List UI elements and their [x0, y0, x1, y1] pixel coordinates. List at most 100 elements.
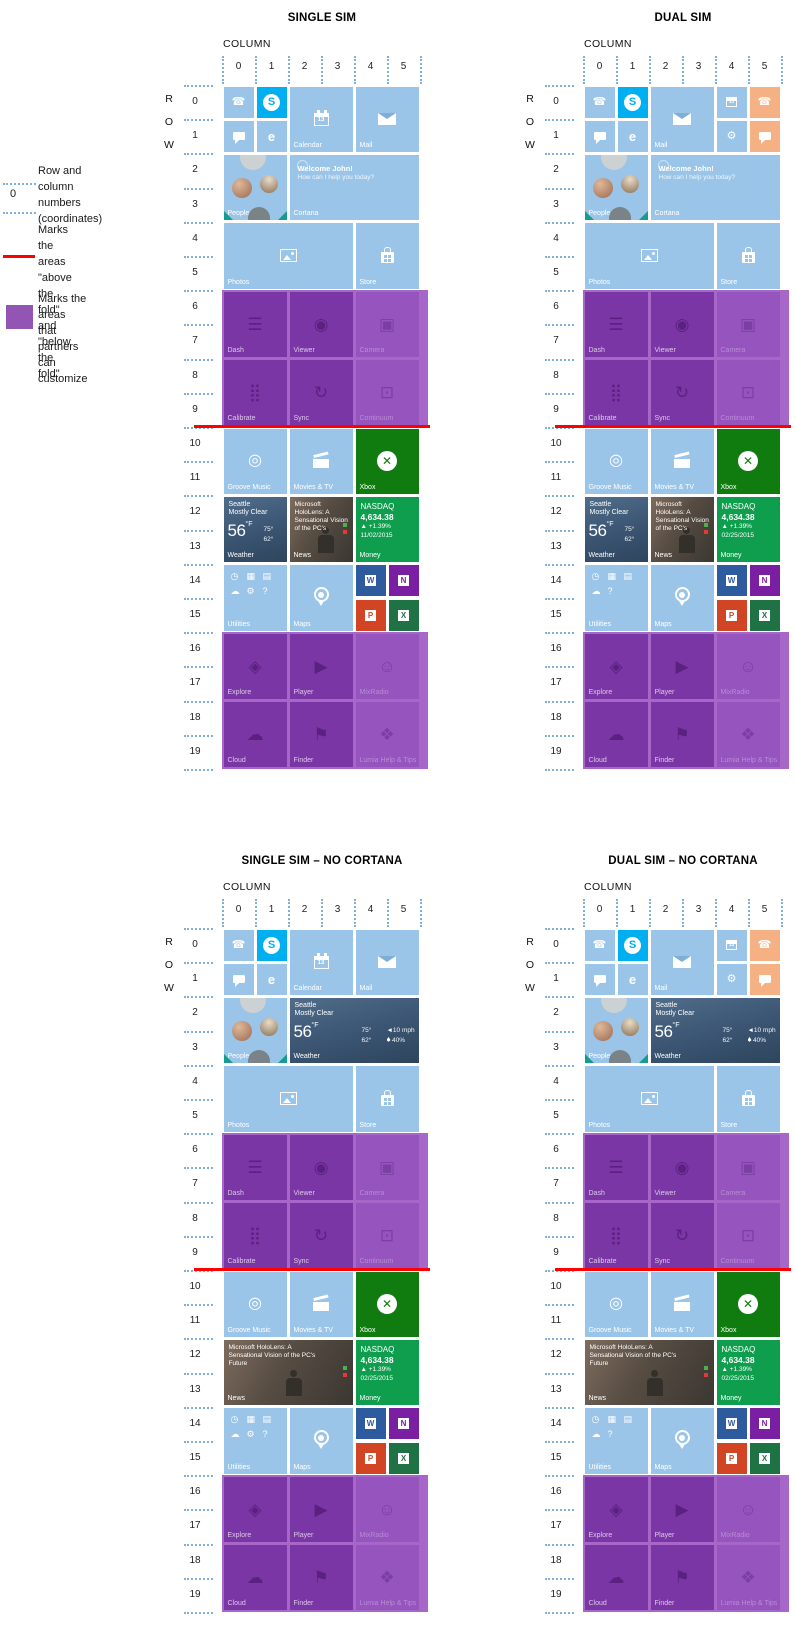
people-tile[interactable]: People: [223, 997, 287, 1064]
excel-tile[interactable]: X: [388, 599, 419, 631]
xbox-tile[interactable]: Xbox: [355, 1271, 419, 1337]
continuum-tile[interactable]: ⊡ Continuum: [355, 360, 419, 426]
photos-tile[interactable]: Photos: [584, 1066, 714, 1132]
edge-tile[interactable]: e: [256, 963, 287, 995]
player-tile[interactable]: ▶ Player: [289, 1476, 353, 1543]
people-tile[interactable]: People: [223, 154, 287, 221]
finder-tile[interactable]: ⚑ Finder: [650, 1545, 714, 1611]
finder-tile[interactable]: ⚑ Finder: [289, 1545, 353, 1611]
calendar-small-tile[interactable]: 13: [716, 86, 747, 118]
viewer-tile[interactable]: ◉ Viewer: [650, 1134, 714, 1201]
cortana-tile[interactable]: Welcome John! How can I help you today? Co…: [289, 154, 419, 221]
photos-tile[interactable]: Photos: [223, 1066, 353, 1132]
people-tile[interactable]: People: [584, 997, 648, 1064]
sync-tile[interactable]: ↻ Sync: [289, 360, 353, 426]
weather-tile[interactable]: Seattle Mostly Clear 56°F 75° 62° Weather: [223, 496, 287, 563]
explore-tile[interactable]: ◈ Explore: [223, 1476, 287, 1543]
people-tile[interactable]: People: [584, 154, 648, 221]
utilities-tile[interactable]: ◷ ▦ ▤ ☁ ⚙? Utilities: [223, 1408, 287, 1474]
mixradio-tile[interactable]: ☺ MixRadio: [716, 1476, 780, 1543]
photos-tile[interactable]: Photos: [584, 223, 714, 289]
weather-tile[interactable]: Seattle Mostly Clear 56°F 75° 62° Weather: [584, 496, 648, 563]
cortana-tile[interactable]: Welcome John! How can I help you today? Co…: [650, 154, 780, 221]
onenote-tile[interactable]: N: [749, 1408, 780, 1440]
lumia-help-tile[interactable]: ❖ Lumia Help & Tips: [355, 702, 419, 768]
dash-tile[interactable]: ☰ Dash: [223, 291, 287, 358]
mail-tile[interactable]: Mail: [650, 86, 714, 152]
continuum-tile[interactable]: ⊡ Continuum: [716, 360, 780, 426]
sync-tile[interactable]: ↻ Sync: [289, 1203, 353, 1269]
lumia-help-tile[interactable]: ❖ Lumia Help & Tips: [716, 702, 780, 768]
messaging-sim2-tile[interactable]: [749, 120, 780, 152]
maps-tile[interactable]: Maps: [289, 1408, 353, 1474]
powerpoint-tile[interactable]: P: [716, 599, 747, 631]
skype-tile[interactable]: S: [617, 86, 648, 118]
phone-tile[interactable]: ☎: [584, 929, 615, 961]
onenote-tile[interactable]: N: [749, 565, 780, 597]
camera-tile[interactable]: ▣ Camera: [716, 291, 780, 358]
viewer-tile[interactable]: ◉ Viewer: [289, 1134, 353, 1201]
store-tile[interactable]: Store: [355, 223, 419, 289]
lumia-help-tile[interactable]: ❖ Lumia Help & Tips: [716, 1545, 780, 1611]
player-tile[interactable]: ▶ Player: [289, 633, 353, 700]
money-tile[interactable]: NASDAQ 4,634.38 ▲ +1.39% 02/25/2015 Money: [716, 1339, 780, 1406]
edge-tile[interactable]: e: [617, 963, 648, 995]
mixradio-tile[interactable]: ☺ MixRadio: [355, 1476, 419, 1543]
sync-tile[interactable]: ↻ Sync: [650, 360, 714, 426]
weather-wide-tile[interactable]: Seattle Mostly Clear 56°F 75° 62° ◄10 mph 40% W…: [650, 997, 780, 1064]
store-tile[interactable]: Store: [716, 223, 780, 289]
xbox-tile[interactable]: Xbox: [716, 1271, 780, 1337]
news-wide-tile[interactable]: Microsoft HoloLens: A Sensational Vision…: [223, 1339, 353, 1406]
sync-tile[interactable]: ↻ Sync: [650, 1203, 714, 1269]
money-tile[interactable]: NASDAQ 4,634.38 ▲ +1.39% 02/25/2015 Money: [355, 1339, 419, 1406]
money-tile[interactable]: NASDAQ 4,634.38 ▲ +1.39% 11/02/2015 Money: [355, 496, 419, 563]
phone-tile[interactable]: ☎: [223, 86, 254, 118]
dash-tile[interactable]: ☰ Dash: [584, 1134, 648, 1201]
mail-tile[interactable]: Mail: [650, 929, 714, 995]
mail-tile[interactable]: Mail: [355, 86, 419, 152]
groove-music-tile[interactable]: ◎ Groove Music: [584, 428, 648, 494]
calibrate-tile[interactable]: ⣿ Calibrate: [584, 360, 648, 426]
xbox-tile[interactable]: Xbox: [355, 428, 419, 494]
edge-tile[interactable]: e: [617, 120, 648, 152]
cloud-tile[interactable]: ☁ Cloud: [584, 702, 648, 768]
powerpoint-tile[interactable]: P: [716, 1442, 747, 1474]
excel-tile[interactable]: X: [749, 599, 780, 631]
messaging-tile[interactable]: [223, 963, 254, 995]
onenote-tile[interactable]: N: [388, 1408, 419, 1440]
continuum-tile[interactable]: ⊡ Continuum: [716, 1203, 780, 1269]
maps-tile[interactable]: Maps: [289, 565, 353, 631]
player-tile[interactable]: ▶ Player: [650, 633, 714, 700]
excel-tile[interactable]: X: [749, 1442, 780, 1474]
cloud-tile[interactable]: ☁ Cloud: [223, 702, 287, 768]
messaging-tile[interactable]: [584, 120, 615, 152]
powerpoint-tile[interactable]: P: [355, 1442, 386, 1474]
settings-tile[interactable]: ⚙: [716, 963, 747, 995]
explore-tile[interactable]: ◈ Explore: [584, 1476, 648, 1543]
movies-tv-tile[interactable]: Movies & TV: [650, 1271, 714, 1337]
dash-tile[interactable]: ☰ Dash: [223, 1134, 287, 1201]
cloud-tile[interactable]: ☁ Cloud: [223, 1545, 287, 1611]
weather-wide-tile[interactable]: Seattle Mostly Clear 56°F 75° 62° ◄10 mph 40% W…: [289, 997, 419, 1064]
calendar-small-tile[interactable]: 13: [716, 929, 747, 961]
camera-tile[interactable]: ▣ Camera: [355, 1134, 419, 1201]
cloud-tile[interactable]: ☁ Cloud: [584, 1545, 648, 1611]
phone-tile[interactable]: ☎: [223, 929, 254, 961]
phone-sim2-tile[interactable]: ☎: [749, 86, 780, 118]
onenote-tile[interactable]: N: [388, 565, 419, 597]
edge-tile[interactable]: e: [256, 120, 287, 152]
phone-tile[interactable]: ☎: [584, 86, 615, 118]
news-tile[interactable]: Microsoft HoloLens: A Sensational Vision…: [289, 496, 353, 563]
camera-tile[interactable]: ▣ Camera: [355, 291, 419, 358]
mail-tile[interactable]: Mail: [355, 929, 419, 995]
messaging-tile[interactable]: [223, 120, 254, 152]
camera-tile[interactable]: ▣ Camera: [716, 1134, 780, 1201]
calibrate-tile[interactable]: ⣿ Calibrate: [223, 360, 287, 426]
money-tile[interactable]: NASDAQ 4,634.38 ▲ +1.39% 02/25/2015 Money: [716, 496, 780, 563]
phone-sim2-tile[interactable]: ☎: [749, 929, 780, 961]
mixradio-tile[interactable]: ☺ MixRadio: [355, 633, 419, 700]
groove-music-tile[interactable]: ◎ Groove Music: [584, 1271, 648, 1337]
store-tile[interactable]: Store: [716, 1066, 780, 1132]
xbox-tile[interactable]: Xbox: [716, 428, 780, 494]
movies-tv-tile[interactable]: Movies & TV: [650, 428, 714, 494]
